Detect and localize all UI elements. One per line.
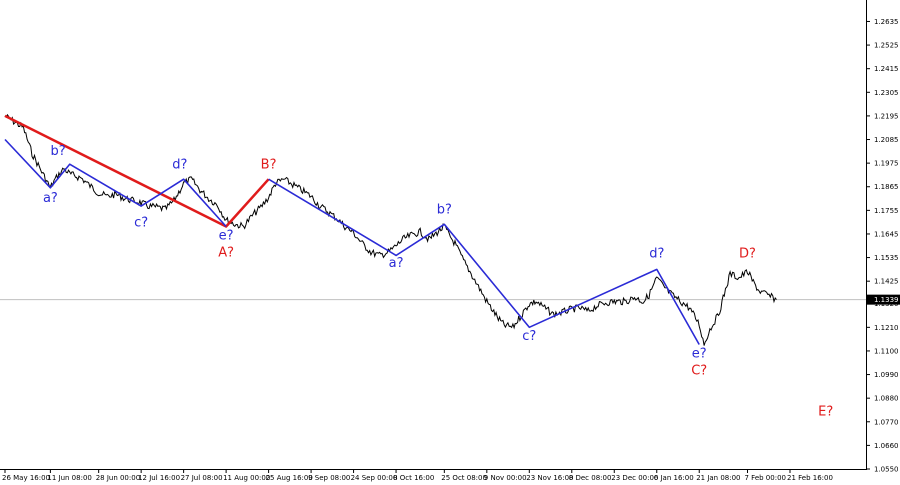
y-tick-label: 1.1100	[874, 347, 899, 355]
wave-label-3: c?	[134, 216, 148, 231]
y-tick-label: 1.1210	[874, 324, 899, 332]
x-tick-label: 27 Jul 08:00	[181, 474, 223, 482]
y-tick-label: 1.2195	[874, 112, 899, 120]
y-tick-label: 1.1865	[874, 183, 899, 191]
x-tick-label: 21 Feb 16:00	[787, 474, 833, 482]
wave-label-8: a?	[389, 256, 404, 271]
y-tick-label: 1.0990	[874, 371, 899, 379]
x-tick-label: 21 Jan 08:00	[696, 474, 740, 482]
wave-label-13: C?	[691, 364, 707, 379]
wave-line-blue-1	[4, 138, 227, 228]
wave-label-4: B?	[261, 158, 277, 173]
y-tick-label: 1.0550	[874, 466, 899, 474]
wave-label-2: d?	[172, 158, 187, 173]
x-tick-label: 7 Feb 00:00	[745, 474, 786, 482]
wave-label-1: a?	[43, 191, 58, 206]
x-tick-label: 23 Dec 00:00	[611, 474, 658, 482]
x-tick-label: 28 Jun 00:00	[96, 474, 140, 482]
x-tick-label: 11 Aug 00:00	[223, 474, 270, 482]
wave-label-5: e?	[219, 228, 234, 243]
wave-line-blue-2	[268, 178, 700, 345]
current-price-tag-bg	[867, 294, 900, 305]
x-tick-label: 23 Nov 16:00	[526, 474, 573, 482]
y-tick-label: 1.0660	[874, 442, 899, 450]
wave-label-10: d?	[649, 247, 664, 262]
x-tick-label: 6 Jan 16:00	[654, 474, 694, 482]
y-tick-label: 1.1975	[874, 160, 899, 168]
y-tick-label: 1.2085	[874, 136, 899, 144]
y-tick-label: 1.2525	[874, 42, 899, 50]
y-tick-label: 1.1535	[874, 254, 899, 262]
y-tick-label: 1.2635	[874, 18, 899, 26]
current-price-tag-label: 1.1339	[874, 296, 899, 304]
price-series-layer	[4, 113, 777, 346]
y-tick-label: 1.1755	[874, 207, 899, 215]
current-price-tag: 1.1339	[867, 294, 900, 305]
y-tick-label: 1.2305	[874, 89, 899, 97]
y-tick-label: 1.1645	[874, 231, 899, 239]
price-series-line	[4, 113, 777, 346]
wave-labels-layer: b? a? d? c? B? e? A? b? a? c? d? D? e? C? E?	[43, 144, 833, 419]
x-tick-label: 8 Dec 08:00	[569, 474, 612, 482]
wave-label-9: c?	[522, 329, 536, 344]
x-tick-label: 25 Oct 08:00	[441, 474, 487, 482]
y-tick-label: 1.0770	[874, 418, 899, 426]
wave-label-0: b?	[51, 144, 66, 159]
x-tick-label: 24 Sep 00:00	[351, 474, 398, 482]
y-tick-label: 1.2415	[874, 65, 899, 73]
wave-label-6: A?	[218, 246, 234, 261]
wave-label-7: b?	[437, 203, 452, 218]
y-tick-label: 1.0880	[874, 395, 899, 403]
y-tick-label: 1.1425	[874, 278, 899, 286]
x-tick-label: 9 Sep 08:00	[308, 474, 350, 482]
x-tick-label: 12 Jul 16:00	[138, 474, 180, 482]
x-tick-label: 8 Oct 16:00	[393, 474, 434, 482]
wave-label-12: e?	[692, 346, 707, 361]
wave-label-14: E?	[818, 404, 833, 419]
wave-lines-layer	[4, 114, 700, 345]
x-tick-label: 9 Nov 00:00	[484, 474, 527, 482]
wave-label-11: D?	[739, 247, 756, 262]
x-tick-label: 26 May 16:00	[2, 474, 50, 482]
x-tick-label: 25 Aug 16:00	[266, 474, 313, 482]
x-tick-label: 11 Jun 08:00	[47, 474, 91, 482]
